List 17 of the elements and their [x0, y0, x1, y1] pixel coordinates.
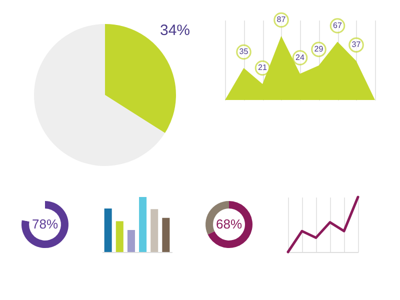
text: 87 [276, 15, 286, 24]
data-label: 78% [32, 216, 58, 232]
bar [127, 230, 135, 252]
text: 67 [333, 20, 342, 30]
annotation: 29 [314, 44, 324, 54]
annotation: 35 [239, 47, 249, 56]
bar [104, 208, 112, 252]
bar [150, 209, 158, 252]
annotation: 21 [258, 63, 268, 72]
bar [116, 221, 124, 252]
bar [139, 197, 147, 252]
bar [162, 218, 170, 252]
donut-slice [208, 201, 252, 248]
data-label: 34% [160, 22, 190, 39]
data-label: 68% [216, 216, 242, 232]
annotation: 24 [296, 52, 305, 62]
annotation: 37 [352, 40, 362, 49]
